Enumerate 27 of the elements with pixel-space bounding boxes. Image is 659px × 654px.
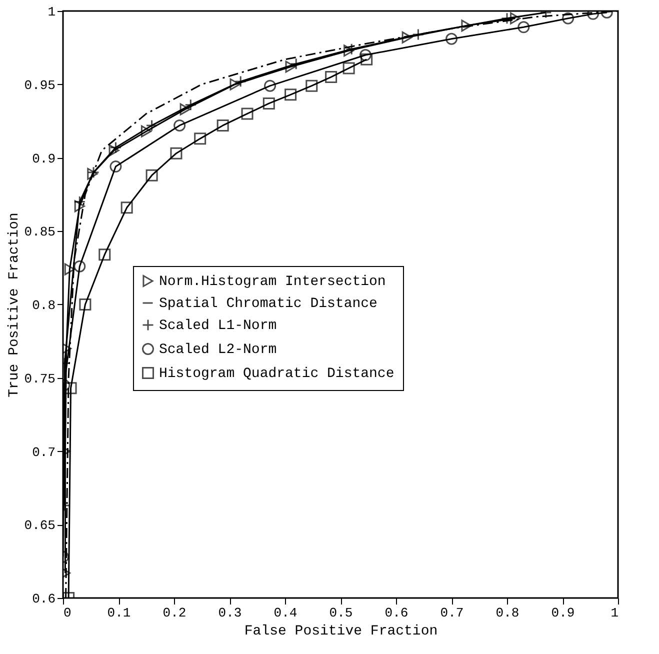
x-tick-label: 0.4 — [274, 606, 298, 620]
y-tick-label: 0.8 — [32, 298, 56, 313]
x-tick-label: 0 — [64, 606, 72, 620]
y-tick-label: 0.9 — [32, 151, 56, 166]
x-tick-label: 0.9 — [551, 606, 575, 620]
legend-label: Spatial Chromatic Distance — [159, 296, 378, 312]
x-tick-label: 0.2 — [162, 606, 186, 620]
x-tick-label: 1 — [610, 606, 619, 620]
legend-label: Scaled L2-Norm — [159, 342, 277, 358]
legend-label: Scaled L1-Norm — [159, 318, 277, 334]
y-tick-label: 0.6 — [32, 592, 56, 606]
x-tick-label: 0.8 — [496, 606, 520, 620]
y-axis-title: True Positive Fraction — [6, 212, 22, 398]
y-tick-label: 1 — [48, 4, 56, 20]
y-tick-label: 0.85 — [24, 224, 56, 240]
x-tick-label: 0.1 — [107, 606, 131, 620]
y-tick-label: 0.95 — [24, 78, 56, 93]
legend-label: Norm.Histogram Intersection — [159, 274, 386, 290]
y-tick-label: 0.75 — [24, 371, 56, 386]
legend-label: Histogram Quadratic Distance — [159, 366, 394, 382]
x-tick-label: 0.3 — [218, 606, 242, 620]
y-tick-label: 0.65 — [24, 518, 56, 534]
y-tick-label: 0.7 — [32, 444, 56, 460]
x-axis-title: False Positive Fraction — [244, 624, 438, 640]
x-tick-label: 0.5 — [329, 606, 353, 620]
x-tick-label: 0.6 — [384, 606, 408, 620]
x-tick-label: 0.7 — [440, 606, 464, 620]
